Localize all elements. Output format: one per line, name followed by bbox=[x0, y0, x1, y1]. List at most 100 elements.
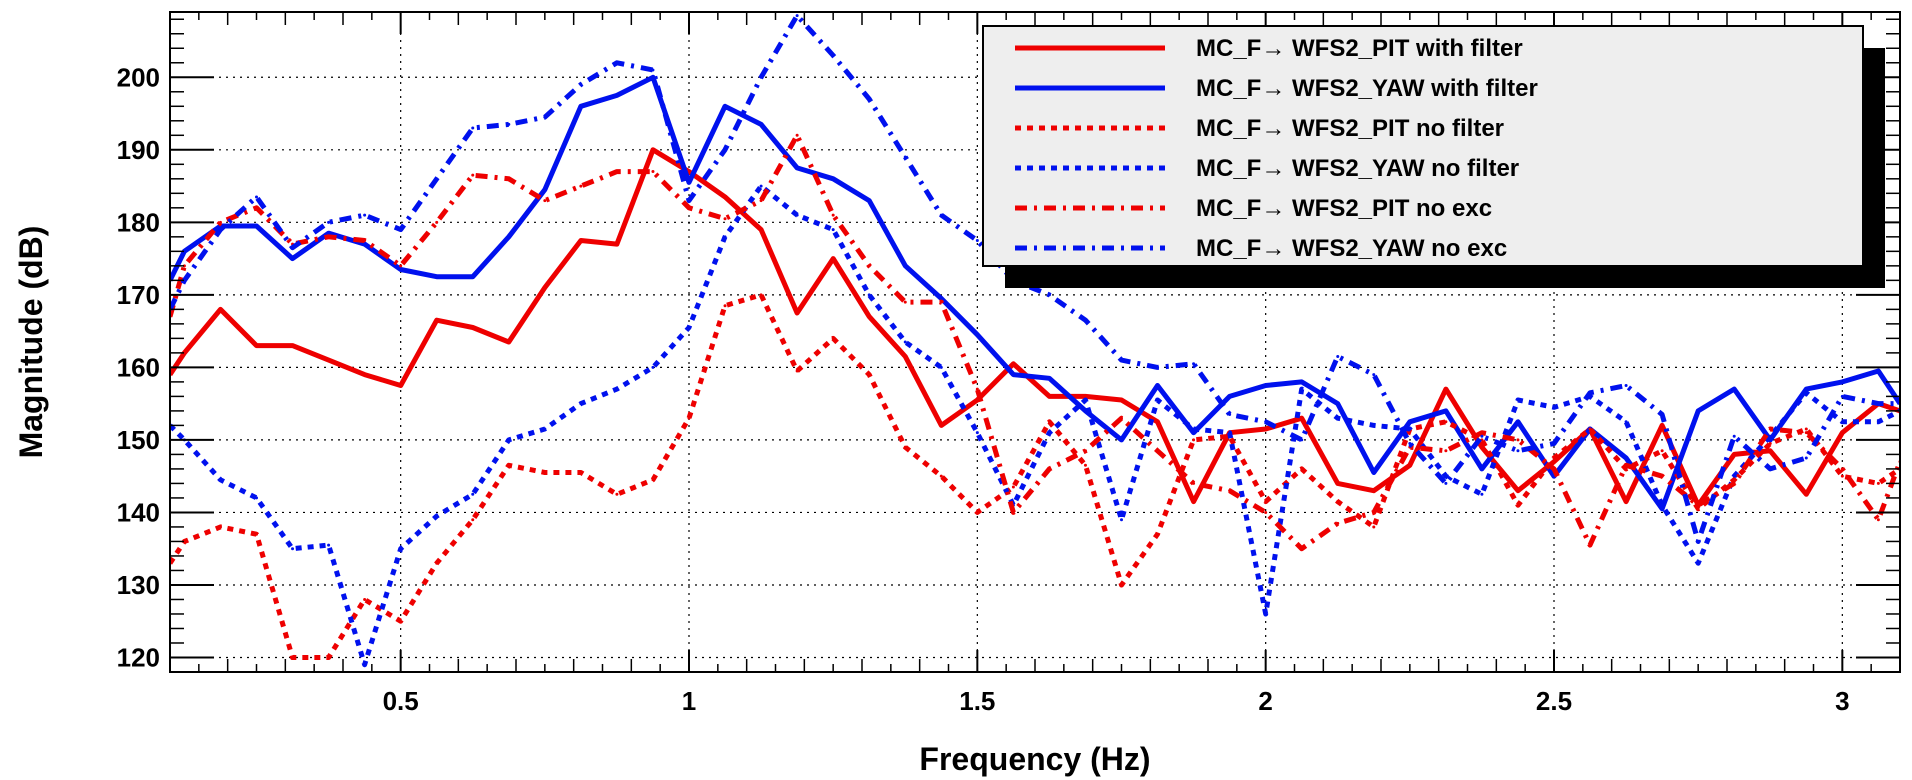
legend-label: MC_F→ WFS2_PIT with filter bbox=[1196, 35, 1523, 62]
data-point bbox=[939, 300, 943, 304]
data-point bbox=[687, 325, 691, 329]
data-point bbox=[399, 264, 403, 268]
data-point bbox=[507, 340, 511, 344]
data-point bbox=[831, 228, 835, 232]
data-point bbox=[1120, 518, 1123, 522]
data-point bbox=[1768, 434, 1772, 438]
x-tick-label: 2.5 bbox=[1536, 686, 1572, 716]
data-point bbox=[218, 228, 222, 232]
data-point bbox=[1083, 463, 1087, 467]
data-point bbox=[1156, 420, 1160, 424]
data-point bbox=[291, 547, 295, 551]
data-point bbox=[867, 264, 871, 268]
data-point bbox=[1372, 423, 1376, 427]
data-point bbox=[795, 369, 799, 373]
data-point bbox=[1552, 467, 1556, 471]
data-point bbox=[1480, 492, 1484, 496]
data-point bbox=[1840, 474, 1844, 478]
data-point bbox=[1083, 449, 1087, 453]
data-point bbox=[723, 104, 727, 108]
data-point bbox=[363, 242, 367, 246]
data-point bbox=[255, 532, 258, 536]
data-point bbox=[651, 365, 655, 369]
data-point bbox=[1696, 503, 1700, 507]
data-point bbox=[1624, 384, 1628, 388]
data-point bbox=[1516, 420, 1520, 424]
data-point bbox=[1444, 420, 1448, 424]
data-point bbox=[399, 228, 403, 232]
legend-label: MC_F→ WFS2_PIT no filter bbox=[1196, 115, 1504, 142]
data-point bbox=[1516, 503, 1520, 507]
data-point bbox=[1840, 431, 1844, 435]
data-point bbox=[903, 264, 907, 268]
data-point bbox=[1011, 362, 1015, 366]
data-point bbox=[1192, 431, 1196, 435]
data-point bbox=[1840, 467, 1844, 471]
data-point bbox=[1336, 521, 1340, 525]
data-point bbox=[1840, 380, 1844, 384]
data-point bbox=[327, 543, 331, 547]
data-point bbox=[1552, 460, 1556, 464]
data-point bbox=[1156, 449, 1160, 453]
data-point bbox=[1516, 489, 1520, 493]
data-point bbox=[1300, 547, 1304, 551]
data-point bbox=[1408, 420, 1412, 424]
data-point bbox=[759, 75, 763, 79]
data-point bbox=[651, 68, 655, 72]
y-tick-label: 180 bbox=[117, 207, 160, 237]
data-point bbox=[687, 199, 691, 203]
data-point bbox=[939, 213, 943, 217]
data-point bbox=[291, 246, 295, 250]
data-point bbox=[363, 213, 367, 217]
data-point bbox=[1804, 391, 1808, 395]
data-point bbox=[615, 492, 619, 496]
data-point bbox=[1264, 510, 1268, 514]
data-point bbox=[1047, 420, 1051, 424]
data-point bbox=[435, 561, 439, 565]
data-point bbox=[327, 358, 331, 362]
data-point bbox=[1047, 431, 1051, 435]
data-point bbox=[1047, 467, 1051, 471]
data-point bbox=[867, 293, 871, 297]
data-point bbox=[1083, 398, 1087, 402]
data-point bbox=[975, 333, 979, 337]
data-point bbox=[1300, 438, 1304, 442]
data-point bbox=[795, 133, 799, 137]
data-point bbox=[1732, 481, 1736, 485]
data-point bbox=[1480, 431, 1484, 435]
x-tick-label: 1 bbox=[682, 686, 696, 716]
data-point bbox=[903, 300, 907, 304]
data-point bbox=[543, 286, 547, 290]
data-point bbox=[1192, 500, 1196, 504]
data-point bbox=[1192, 481, 1196, 485]
data-point bbox=[723, 235, 727, 239]
data-point bbox=[435, 177, 439, 181]
data-point bbox=[1840, 394, 1844, 398]
data-point bbox=[579, 104, 583, 108]
data-point bbox=[543, 427, 547, 431]
data-point bbox=[651, 148, 655, 152]
y-tick-label: 120 bbox=[117, 642, 160, 672]
data-point bbox=[363, 597, 367, 601]
data-point bbox=[1768, 467, 1772, 471]
data-point bbox=[471, 126, 475, 130]
data-point bbox=[1660, 503, 1664, 507]
data-point bbox=[327, 220, 331, 224]
legend-label: MC_F→ WFS2_YAW no exc bbox=[1196, 235, 1507, 262]
data-point bbox=[1228, 489, 1232, 493]
data-point bbox=[399, 267, 403, 271]
data-point bbox=[1192, 438, 1196, 442]
data-point bbox=[831, 213, 835, 217]
data-point bbox=[795, 166, 799, 170]
data-point bbox=[1120, 583, 1123, 587]
data-point bbox=[471, 275, 475, 279]
grid bbox=[170, 12, 1900, 672]
data-point bbox=[1696, 409, 1700, 413]
data-point bbox=[1516, 438, 1520, 442]
data-point bbox=[1264, 427, 1268, 431]
data-point bbox=[435, 275, 439, 279]
axes: 0.5 1 1.5 2 2.5 3 120 130 140 150 160 170 180 190 200 bbox=[117, 12, 1901, 716]
data-point bbox=[1156, 365, 1160, 369]
data-point bbox=[867, 315, 871, 319]
